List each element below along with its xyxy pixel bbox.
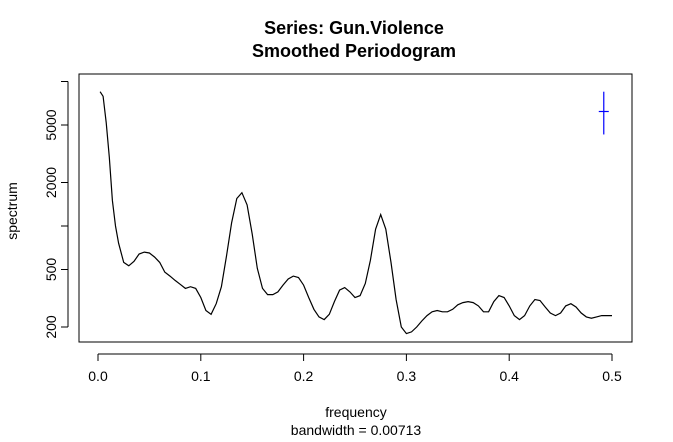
series-layer <box>99 91 612 335</box>
x-axis: 0.0 0.1 0.2 0.3 0.4 0.5 <box>88 353 622 384</box>
y-axis: 200 500 2000 5000 <box>43 81 69 339</box>
plot-frame <box>78 73 633 343</box>
chart-subtitle: Smoothed Periodogram <box>252 41 456 61</box>
y-tick-label: 500 <box>43 258 59 282</box>
x-tick-label: 0.0 <box>88 368 108 384</box>
x-tick-label: 0.1 <box>191 368 211 384</box>
y-tick-label: 200 <box>43 315 59 339</box>
y-tick-label: 5000 <box>43 109 59 140</box>
y-axis-label: spectrum <box>4 182 20 240</box>
x-tick-label: 0.4 <box>499 368 519 384</box>
x-tick-label: 0.2 <box>294 368 314 384</box>
confidence-bar <box>598 91 609 135</box>
x-tick-label: 0.3 <box>397 368 417 384</box>
y-tick-label: 2000 <box>43 167 59 198</box>
x-tick-label: 0.5 <box>602 368 622 384</box>
chart-title: Series: Gun.Violence <box>264 18 444 38</box>
x-axis-label: frequency <box>325 404 386 420</box>
spectrum-line-0 <box>99 91 612 335</box>
bandwidth-label: bandwidth = 0.00713 <box>291 422 422 438</box>
